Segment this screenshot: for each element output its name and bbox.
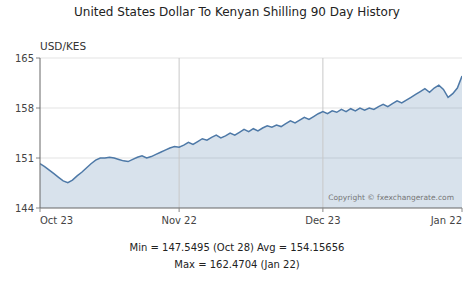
y-tick-label: 144 — [15, 203, 34, 214]
y-tick-label: 151 — [15, 153, 34, 164]
line — [40, 76, 462, 183]
x-tick — [40, 208, 41, 212]
x-tick-label: Dec 23 — [305, 215, 340, 226]
x-tick-label: Oct 23 — [40, 215, 73, 226]
x-tick-label: Jan 22 — [430, 215, 462, 226]
y-tick — [36, 208, 40, 209]
x-grid-line — [179, 58, 180, 208]
x-axis — [40, 208, 462, 209]
x-tick — [179, 208, 180, 212]
x-tick-label: Nov 22 — [161, 215, 196, 226]
x-tick — [462, 208, 463, 212]
y-tick-label: 165 — [15, 53, 34, 64]
area — [40, 76, 462, 208]
y-tick — [36, 108, 40, 109]
chart: United States Dollar To Kenyan Shilling … — [0, 0, 474, 292]
y-grid-line — [40, 58, 462, 59]
y-axis — [40, 58, 41, 208]
y-tick — [36, 58, 40, 59]
x-tick — [322, 208, 323, 212]
y-tick-label: 158 — [15, 103, 34, 114]
footer-line: Max = 162.4704 (Jan 22) — [174, 259, 300, 270]
copyright: Copyright © fxexchangerate.com — [328, 193, 454, 202]
y-tick — [36, 158, 40, 159]
title: United States Dollar To Kenyan Shilling … — [74, 5, 400, 19]
plot-area — [40, 58, 462, 208]
footer-line: Min = 147.5495 (Oct 28) Avg = 154.15656 — [130, 242, 345, 253]
y-axis-label: USD/KES — [40, 40, 86, 52]
x-grid-line — [322, 58, 323, 208]
